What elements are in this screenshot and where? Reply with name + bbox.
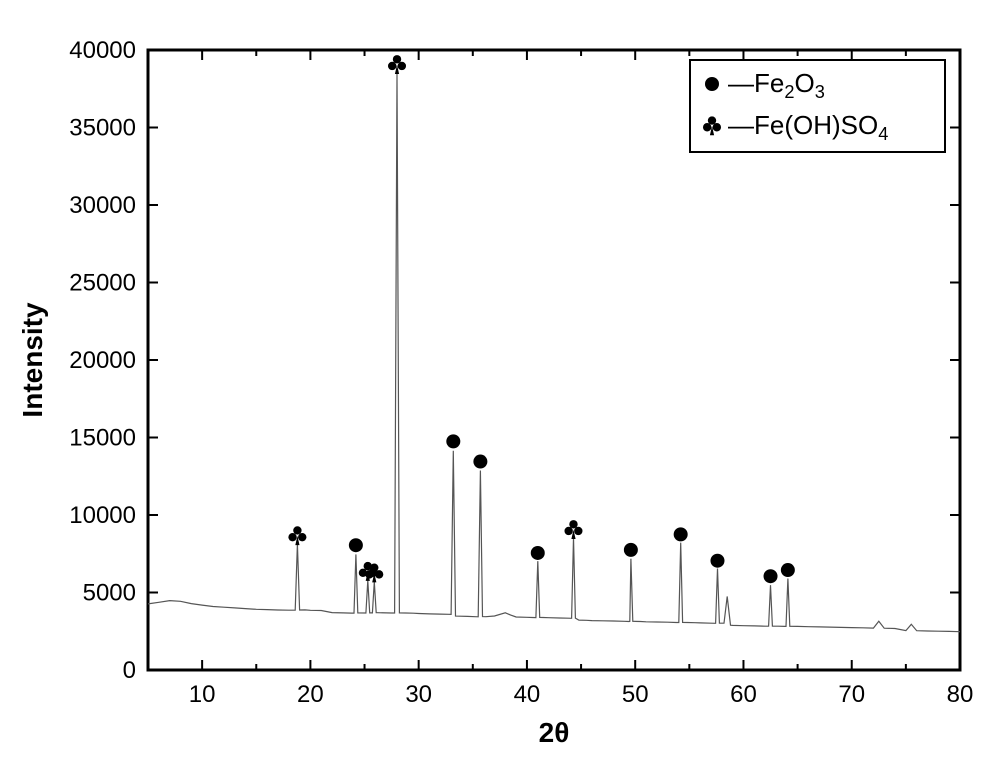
dot-marker-icon [705,77,719,91]
club-marker-icon [703,116,721,135]
x-axis-label: 2θ [539,717,570,748]
x-tick-label: 20 [297,681,324,708]
x-tick-label: 70 [838,681,865,708]
plot-border [148,50,960,670]
x-tick-label: 10 [189,681,216,708]
x-tick-label: 50 [622,681,649,708]
club-marker-icon [288,526,306,545]
y-tick-label: 25000 [69,270,136,297]
y-tick-label: 20000 [69,347,136,374]
dot-marker-icon [764,569,778,583]
dot-marker-icon [531,546,545,560]
legend-label: —Fe2O3 [728,68,825,102]
y-tick-label: 10000 [69,502,136,529]
y-tick-label: 40000 [69,37,136,64]
dot-marker-icon [781,563,795,577]
chart-svg: 10 20 30 40 50 60 70 80 0 5000 10000 15000 20000 2500… [0,0,997,776]
dot-marker-icon [710,554,724,568]
dot-marker-icon [349,538,363,552]
club-marker-icon [388,55,406,74]
x-tick-label: 80 [947,681,974,708]
club-marker-icon [564,520,582,539]
dot-marker-icon [446,434,460,448]
y-axis-label: Intensity [17,302,48,418]
y-tick-label: 5000 [83,580,136,607]
y-tick-label: 15000 [69,425,136,452]
x-tick-label: 40 [514,681,541,708]
x-tick-label: 30 [405,681,432,708]
xrd-chart: 10 20 30 40 50 60 70 80 0 5000 10000 15000 20000 2500… [0,0,997,776]
y-tick-label: 35000 [69,115,136,142]
dot-marker-icon [674,527,688,541]
dot-marker-icon [473,455,487,469]
x-tick-label: 60 [730,681,757,708]
y-tick-label: 30000 [69,192,136,219]
legend-label: —Fe(OH)SO4 [728,110,888,144]
y-tick-label: 0 [123,657,136,684]
xrd-trace [148,73,960,632]
dot-marker-icon [624,543,638,557]
